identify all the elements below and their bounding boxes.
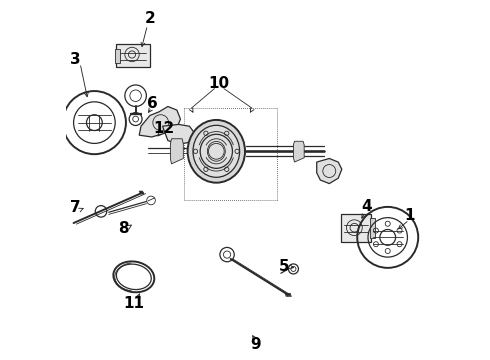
Polygon shape (116, 44, 150, 67)
Polygon shape (317, 158, 342, 184)
Text: 12: 12 (153, 121, 174, 136)
Polygon shape (171, 139, 183, 164)
Text: 5: 5 (279, 258, 290, 274)
Polygon shape (139, 107, 180, 137)
Text: 2: 2 (145, 11, 155, 26)
Text: 11: 11 (123, 296, 145, 311)
Polygon shape (115, 49, 120, 63)
Text: 10: 10 (209, 76, 230, 91)
Text: 1: 1 (405, 208, 415, 222)
Polygon shape (341, 214, 370, 242)
Ellipse shape (193, 125, 240, 177)
Polygon shape (370, 219, 375, 238)
Text: 6: 6 (147, 96, 158, 112)
Ellipse shape (188, 120, 245, 183)
Text: 9: 9 (250, 337, 261, 352)
Polygon shape (294, 141, 304, 162)
Polygon shape (163, 125, 195, 144)
Text: 3: 3 (71, 51, 81, 67)
Text: 8: 8 (119, 221, 129, 236)
Text: 7: 7 (71, 201, 81, 216)
Text: 4: 4 (362, 199, 372, 215)
